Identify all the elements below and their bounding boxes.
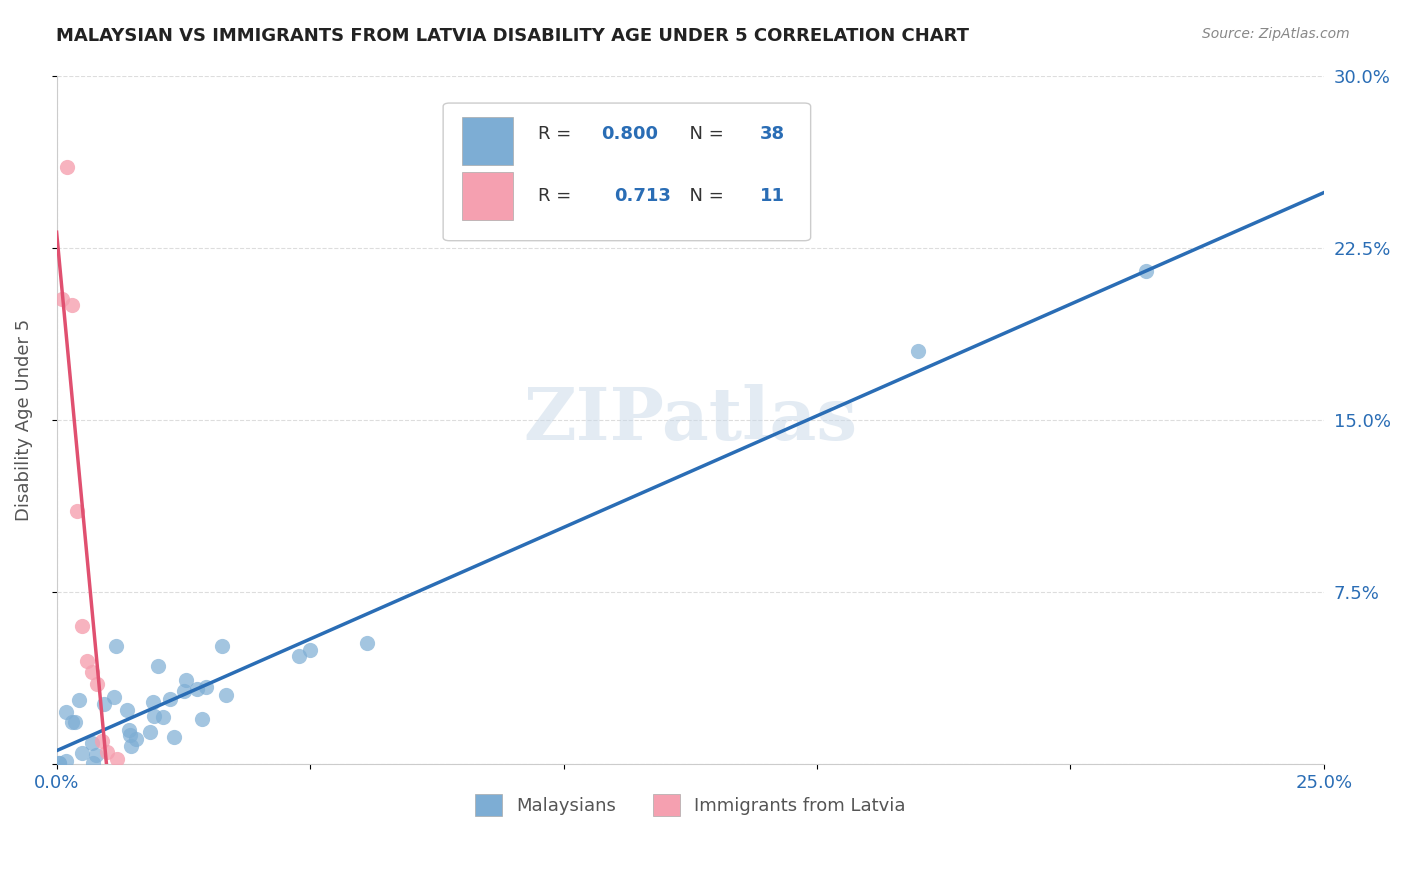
Point [86, 676, 108, 690]
Text: ZIPatlas: ZIPatlas [523, 384, 858, 455]
Text: 38: 38 [761, 125, 785, 143]
Text: N =: N = [678, 187, 730, 205]
Point [163, 730, 186, 744]
Point [356, 635, 378, 649]
Point [104, 639, 127, 653]
Point [1135, 263, 1157, 277]
Point [118, 723, 141, 737]
Point [159, 692, 181, 706]
Point [190, 712, 212, 726]
Point [55, 754, 77, 768]
Text: N =: N = [678, 125, 730, 143]
FancyBboxPatch shape [463, 117, 513, 165]
Text: R =: R = [538, 125, 578, 143]
Point [142, 696, 165, 710]
Point [55, 161, 77, 175]
Point [60, 714, 83, 729]
Point [143, 709, 166, 723]
Point [288, 649, 311, 664]
Point [60, 298, 83, 312]
Point [120, 739, 142, 753]
Point [55, 706, 77, 720]
Text: MALAYSIAN VS IMMIGRANTS FROM LATVIA DISABILITY AGE UNDER 5 CORRELATION CHART: MALAYSIAN VS IMMIGRANTS FROM LATVIA DISA… [56, 27, 969, 45]
Point [84, 747, 107, 762]
Point [93, 697, 115, 711]
Point [115, 703, 138, 717]
Point [48, 756, 70, 770]
Point [152, 710, 174, 724]
Legend: Malaysians, Immigrants from Latvia: Malaysians, Immigrants from Latvia [468, 787, 912, 823]
Point [82, 665, 104, 679]
Y-axis label: Disability Age Under 5: Disability Age Under 5 [15, 318, 32, 521]
FancyBboxPatch shape [463, 172, 513, 220]
Point [211, 639, 233, 653]
Point [76, 654, 98, 668]
Point [91, 734, 114, 748]
Point [103, 690, 125, 705]
Point [176, 673, 198, 687]
Text: Source: ZipAtlas.com: Source: ZipAtlas.com [1202, 27, 1350, 41]
Point [66, 504, 89, 518]
Point [195, 680, 218, 694]
Text: R =: R = [538, 187, 583, 205]
Point [82, 756, 104, 770]
Text: 11: 11 [761, 187, 785, 205]
Point [51, 292, 73, 306]
Point [186, 681, 208, 696]
Point [107, 752, 129, 766]
Text: 0.713: 0.713 [614, 187, 671, 205]
Point [118, 728, 141, 742]
Point [72, 747, 94, 761]
Point [70, 619, 93, 633]
Point [907, 343, 929, 358]
Point [215, 688, 238, 702]
Point [96, 745, 118, 759]
FancyBboxPatch shape [443, 103, 811, 241]
Point [148, 658, 170, 673]
Point [48, 756, 70, 770]
Text: 0.800: 0.800 [602, 125, 658, 143]
Point [139, 724, 162, 739]
Point [65, 714, 87, 729]
Point [173, 683, 195, 698]
Point [80, 736, 103, 750]
Point [125, 731, 148, 746]
Point [67, 693, 90, 707]
Point [298, 643, 321, 657]
